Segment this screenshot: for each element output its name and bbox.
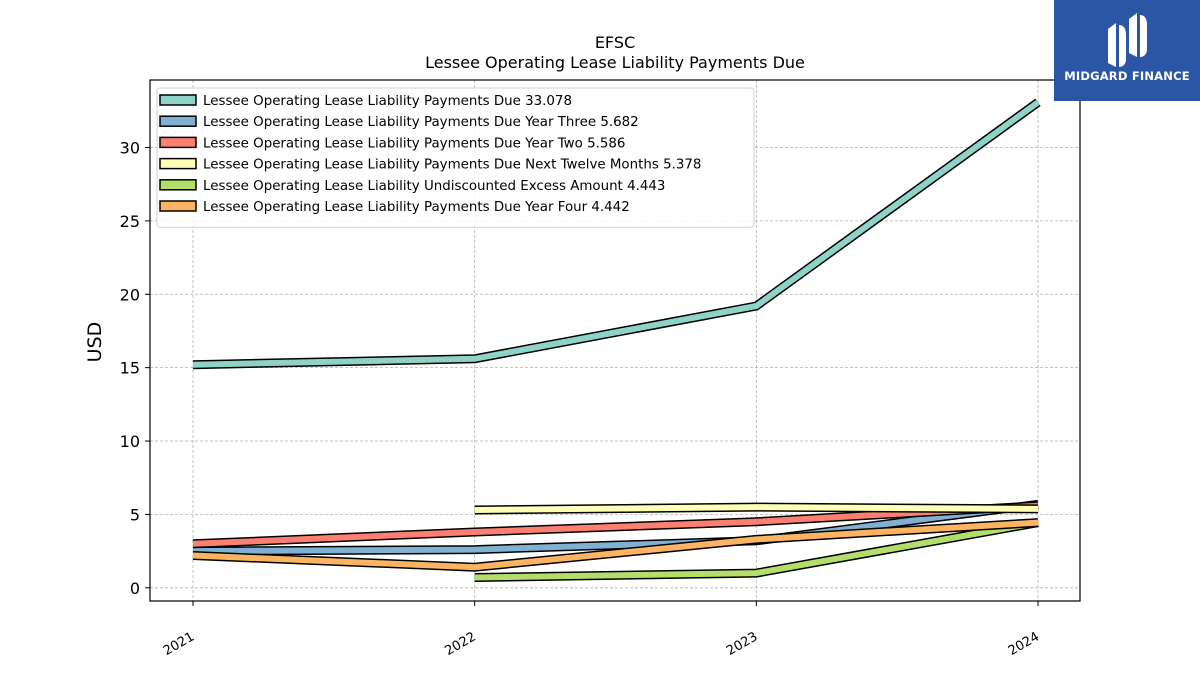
series-fill: [474, 519, 1039, 581]
x-axis: 2021 2022 2023 2024: [161, 601, 1042, 659]
y-tick-label: 20: [120, 285, 140, 304]
series-line-6: [192, 518, 1039, 572]
legend: Lessee Operating Lease Liability Payment…: [156, 87, 755, 228]
series-lines: [192, 98, 1041, 582]
x-tick-label: 2022: [443, 629, 479, 659]
plot-frame: [149, 79, 1081, 602]
y-axis: 0 5 10 15 20 25 30: [120, 139, 150, 598]
series-fill: [474, 504, 1039, 513]
midgard-logo-icon: [1108, 13, 1147, 67]
y-tick-label: 0: [130, 579, 140, 598]
legend-label: Lessee Operating Lease Liability Payment…: [203, 115, 639, 130]
legend-label: Lessee Operating Lease Liability Payment…: [203, 200, 630, 215]
series-line-1: [192, 98, 1041, 370]
legend-swatch: [159, 179, 197, 191]
legend-swatch: [159, 200, 197, 212]
brand-name: MIDGARD FINANCE: [1064, 69, 1190, 83]
y-tick-label: 30: [120, 139, 140, 158]
series-fill: [192, 99, 1040, 368]
legend-label: Lessee Operating Lease Liability Payment…: [203, 158, 701, 173]
chart-title: EFSC: [595, 33, 635, 52]
series-fill: [192, 519, 1039, 571]
legend-label: Lessee Operating Lease Liability Payment…: [203, 94, 572, 109]
y-tick-label: 25: [120, 212, 140, 231]
legend-swatch: [159, 94, 197, 106]
y-tick-label: 5: [130, 505, 140, 524]
x-tick-label: 2021: [161, 629, 197, 659]
brand-logo: MIDGARD FINANCE: [1054, 0, 1200, 101]
legend-swatch: [159, 115, 197, 127]
legend-label: Lessee Operating Lease Liability Payment…: [203, 136, 625, 151]
legend-box: [156, 87, 755, 228]
x-tick-label: 2023: [724, 629, 760, 659]
legend-swatch: [159, 157, 197, 170]
series-line-4: [474, 502, 1039, 515]
legend-swatch: [159, 136, 197, 149]
series-fill: [192, 501, 1039, 555]
y-tick-label: 10: [120, 432, 140, 451]
series-line-5: [474, 518, 1039, 582]
series-line-2: [192, 499, 1039, 556]
x-tick-label: 2024: [1006, 629, 1042, 659]
series-line-3: [192, 501, 1039, 549]
chart-subtitle: Lessee Operating Lease Liability Payment…: [425, 53, 805, 72]
y-tick-label: 15: [120, 359, 140, 378]
legend-label: Lessee Operating Lease Liability Undisco…: [203, 179, 665, 194]
series-fill: [192, 502, 1039, 547]
y-axis-label: USD: [84, 322, 106, 363]
